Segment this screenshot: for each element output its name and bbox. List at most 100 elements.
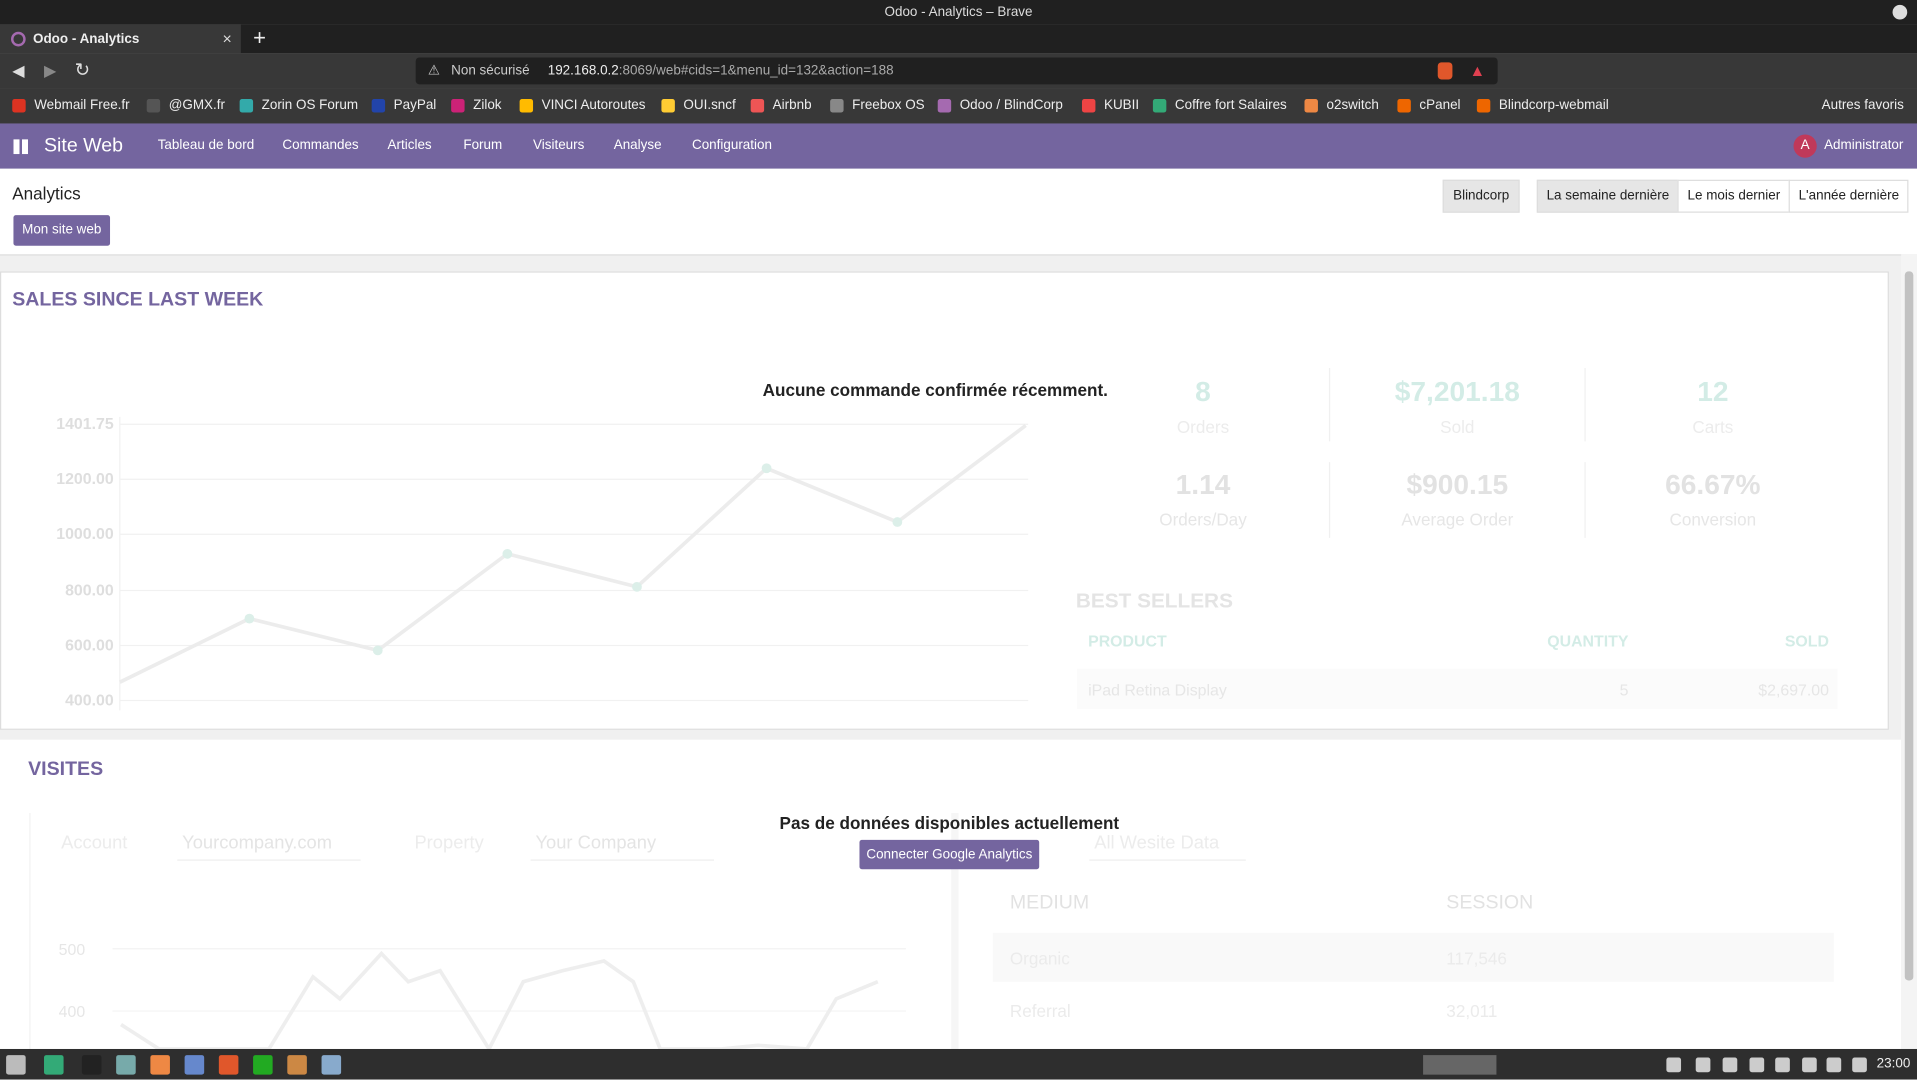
bookmark[interactable]: @GMX.fr <box>169 98 225 113</box>
taskbar-app[interactable] <box>287 1055 307 1075</box>
ghost-table-cell: Organic <box>1010 949 1070 969</box>
tab-title: Odoo - Analytics <box>33 32 139 47</box>
bookmark[interactable]: Odoo / BlindCorp <box>960 98 1063 113</box>
ghost-table-cell: 32,011 <box>1446 1001 1497 1021</box>
tab-bar: Odoo - Analytics × + <box>0 24 1917 53</box>
ghost-dropdown-line <box>1089 859 1245 860</box>
ghost-filter: Account <box>61 833 127 854</box>
url-host: 192.168.0.2 <box>548 64 619 79</box>
sales-card: SALES SINCE LAST WEEK Aucune commande co… <box>0 271 1889 729</box>
ghost-dropdown-line <box>531 859 714 860</box>
close-window[interactable] <box>1893 5 1908 20</box>
user-avatar[interactable]: A <box>1794 134 1817 157</box>
bookmark[interactable]: VINCI Autoroutes <box>542 98 646 113</box>
scrollbar[interactable] <box>1901 254 1917 1049</box>
bookmark[interactable]: o2switch <box>1326 98 1378 113</box>
other-bookmarks[interactable]: Autres favoris <box>1822 98 1904 113</box>
stat-value: 1.14 <box>1056 468 1349 501</box>
tray-icon[interactable] <box>1775 1058 1790 1073</box>
bookmark[interactable]: Freebox OS <box>852 98 925 113</box>
forward-button[interactable]: ▶ <box>44 61 56 81</box>
brave-shield[interactable] <box>1438 62 1453 79</box>
menu-item[interactable]: Forum <box>463 138 502 153</box>
stat-value: $7,201.18 <box>1311 375 1604 408</box>
period-button[interactable]: La semaine dernière <box>1537 180 1679 213</box>
bookmark[interactable]: KUBII <box>1104 98 1139 113</box>
url-bar[interactable]: ⚠ Non sécurisé 192.168.0.2:8069/web#cids… <box>416 57 1498 84</box>
url: 192.168.0.2:8069/web#cids=1&menu_id=132&… <box>548 64 894 79</box>
tray-icon[interactable] <box>1802 1058 1817 1073</box>
company-filter[interactable]: Blindcorp <box>1443 180 1520 213</box>
tray-icon[interactable] <box>1696 1058 1711 1073</box>
bookmark[interactable]: cPanel <box>1419 98 1460 113</box>
stat-value: $900.15 <box>1311 468 1604 501</box>
taskbar-app[interactable] <box>185 1055 205 1075</box>
stat-divider <box>1329 462 1330 538</box>
bookmark[interactable]: OUI.sncf <box>683 98 735 113</box>
stat-label: Orders <box>1056 417 1349 437</box>
tray-icon[interactable] <box>1750 1058 1765 1073</box>
best-sellers-cell: iPad Retina Display <box>1088 681 1227 699</box>
taskbar-app[interactable] <box>6 1055 26 1075</box>
tray-icon[interactable] <box>1852 1058 1867 1073</box>
ghost-line <box>120 425 1026 682</box>
bookmark[interactable]: Blindcorp-webmail <box>1499 98 1609 113</box>
ghost-points <box>245 463 903 655</box>
bookmark[interactable]: PayPal <box>394 98 437 113</box>
menu-item[interactable]: Commandes <box>282 138 358 153</box>
tray-icon[interactable] <box>1666 1058 1681 1073</box>
stat-label: Carts <box>1566 417 1859 437</box>
site-button[interactable]: Mon site web <box>13 215 110 246</box>
user-name[interactable]: Administrator <box>1824 138 1903 153</box>
stat-divider <box>1329 368 1330 441</box>
taskbar-app[interactable] <box>253 1055 273 1075</box>
scroll-thumb[interactable] <box>1905 271 1914 980</box>
bookmark-icon <box>372 99 385 112</box>
toolbar: ◀ ▶ ↻ ⚠ Non sécurisé 192.168.0.2:8069/we… <box>0 54 1917 88</box>
ghost-filter: All Wesite Data <box>1094 833 1219 854</box>
period-button[interactable]: Le mois dernier <box>1678 180 1790 213</box>
bookmark[interactable]: Zilok <box>473 98 501 113</box>
taskbar-app[interactable] <box>150 1055 170 1075</box>
period-button[interactable]: L'année dernière <box>1789 180 1909 213</box>
connect-ga-button[interactable]: Connecter Google Analytics <box>859 840 1039 869</box>
menu-item[interactable]: Visiteurs <box>533 138 584 153</box>
menu-item[interactable]: Tableau de bord <box>158 138 254 153</box>
tab[interactable]: Odoo - Analytics × <box>0 24 241 53</box>
taskbar-app[interactable] <box>116 1055 136 1075</box>
tray-icon[interactable] <box>1723 1058 1738 1073</box>
ghost-y-tick: 800.00 <box>65 581 114 599</box>
ghost-row-bg <box>993 933 1834 982</box>
back-button[interactable]: ◀ <box>12 61 24 81</box>
workspace-switcher[interactable] <box>1423 1055 1496 1075</box>
tab-icon <box>11 32 26 47</box>
taskbar-app[interactable] <box>82 1055 102 1075</box>
bookmark[interactable]: Coffre fort Salaires <box>1175 98 1287 113</box>
ghost-table-header: SESSION <box>1446 892 1533 914</box>
page-title: Analytics <box>12 183 81 203</box>
taskbar-app[interactable] <box>44 1055 64 1075</box>
tray-icon[interactable] <box>1827 1058 1842 1073</box>
app-brand[interactable]: Site Web <box>44 136 123 158</box>
taskbar: 23:00 <box>0 1049 1917 1080</box>
bookmark[interactable]: Zorin OS Forum <box>262 98 358 113</box>
bookmark[interactable]: Airbnb <box>773 98 812 113</box>
menu-item[interactable]: Articles <box>388 138 432 153</box>
stat-label: Orders/Day <box>1056 510 1349 530</box>
menu-item[interactable]: Configuration <box>692 138 772 153</box>
ghost-filter: Your Company <box>535 833 656 854</box>
url-path: :8069/web#cids=1&menu_id=132&action=188 <box>619 64 894 79</box>
reload-button[interactable]: ↻ <box>75 59 90 81</box>
brave-rewards[interactable]: ▲ <box>1470 61 1486 79</box>
tab-close[interactable]: × <box>223 29 232 47</box>
apps-icon[interactable] <box>13 139 28 154</box>
menu-item[interactable]: Analyse <box>614 138 662 153</box>
new-tab[interactable]: + <box>253 26 266 52</box>
bookmark-icon <box>1397 99 1410 112</box>
best-sellers-header: SOLD <box>1785 632 1829 650</box>
taskbar-app[interactable] <box>322 1055 342 1075</box>
taskbar-app[interactable] <box>219 1055 239 1075</box>
bookmark[interactable]: Webmail Free.fr <box>34 98 129 113</box>
